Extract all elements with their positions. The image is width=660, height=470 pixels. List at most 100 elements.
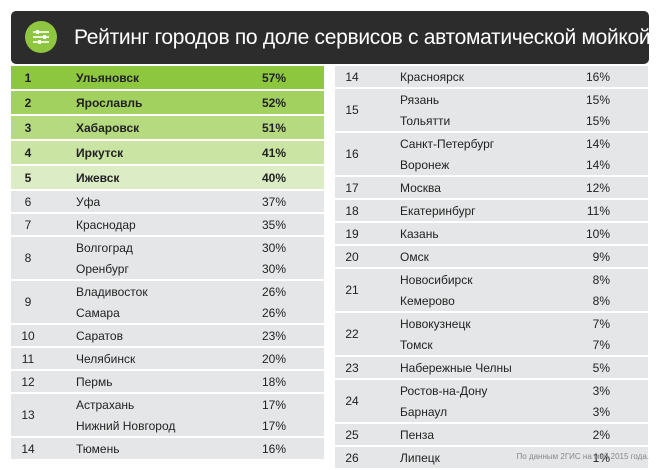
rank-number: 19 — [345, 226, 359, 241]
rank-number: 4 — [24, 145, 32, 160]
city-percent: 14% — [585, 136, 610, 151]
city-percent: 30% — [261, 261, 286, 276]
city-percent: 15% — [585, 113, 610, 128]
city-name: Уфа — [76, 194, 101, 209]
rank-group: 12 Пермь 18% — [11, 371, 324, 392]
rank-number: 20 — [345, 249, 359, 264]
city-name: Набережные Челны — [400, 360, 512, 375]
rank-group: 21 Новосибирск 8% Кемерово 8% — [335, 269, 648, 311]
city-name: Москва — [400, 180, 441, 195]
city-entry: Волгоград 30% — [11, 237, 324, 258]
city-entry: Ярославль 52% — [11, 91, 324, 114]
sliders-icon — [25, 21, 57, 53]
city-percent: 23% — [261, 328, 286, 343]
city-name: Ярославль — [76, 95, 143, 110]
city-percent: 18% — [261, 374, 286, 389]
city-percent: 51% — [261, 120, 286, 135]
city-name: Волгоград — [76, 240, 133, 255]
city-name: Саратов — [76, 328, 123, 343]
rank-number: 18 — [345, 203, 359, 218]
rank-group: 22 Новокузнецк 7% Томск 7% — [335, 313, 648, 355]
city-percent: 57% — [261, 70, 286, 85]
city-percent: 9% — [592, 249, 610, 264]
city-entry: Тюмень 16% — [11, 438, 324, 459]
city-entry: Москва 12% — [335, 177, 648, 198]
city-percent: 8% — [592, 293, 610, 308]
city-name: Новокузнецк — [400, 316, 471, 331]
city-name: Барнаул — [400, 404, 448, 419]
city-name: Ульяновск — [76, 70, 140, 85]
city-entry: Воронеж 14% — [335, 154, 648, 175]
city-entry: Ульяновск 57% — [11, 66, 324, 89]
city-percent: 16% — [585, 69, 610, 84]
city-entry: Саратов 23% — [11, 325, 324, 346]
rank-group: 1 Ульяновск 57% — [11, 66, 324, 89]
city-entry: Томск 7% — [335, 334, 648, 355]
city-percent: 7% — [592, 316, 610, 331]
rank-number: 15 — [345, 103, 359, 117]
city-percent: 52% — [261, 95, 286, 110]
city-percent: 17% — [261, 418, 286, 433]
city-percent: 10% — [585, 226, 610, 241]
city-percent: 12% — [585, 180, 610, 195]
city-entry: Новосибирск 8% — [335, 269, 648, 290]
city-percent: 37% — [261, 194, 286, 209]
header-bar: Рейтинг городов по доле сервисов с автом… — [11, 11, 651, 64]
rank-group: 14 Красноярск 16% — [335, 66, 648, 87]
city-percent: 15% — [585, 92, 610, 107]
rank-group: 6 Уфа 37% — [11, 191, 324, 212]
rank-group: 11 Челябинск 20% — [11, 348, 324, 369]
rank-number: 12 — [21, 374, 35, 389]
rank-number: 2 — [24, 95, 32, 110]
city-percent: 8% — [592, 272, 610, 287]
rank-group: 5 Ижевск 40% — [11, 166, 324, 189]
city-entry: Уфа 37% — [11, 191, 324, 212]
rank-number: 9 — [24, 295, 32, 309]
city-percent: 3% — [592, 383, 610, 398]
city-entry: Набережные Челны 5% — [335, 357, 648, 378]
city-name: Омск — [400, 249, 429, 264]
rank-number: 26 — [345, 450, 359, 465]
city-entry: Кемерово 8% — [335, 290, 648, 311]
city-name: Казань — [400, 226, 439, 241]
city-name: Новосибирск — [400, 272, 473, 287]
rank-number: 10 — [21, 328, 35, 343]
city-name: Липецк — [400, 450, 440, 465]
rank-group: 17 Москва 12% — [335, 177, 648, 198]
city-percent: 26% — [261, 305, 286, 320]
city-name: Астрахань — [76, 397, 135, 412]
city-entry: Пермь 18% — [11, 371, 324, 392]
rank-number: 25 — [345, 427, 359, 442]
city-percent: 20% — [261, 351, 286, 366]
rank-group: 2 Ярославль 52% — [11, 91, 324, 114]
city-entry: Хабаровск 51% — [11, 116, 324, 139]
city-entry: Владивосток 26% — [11, 281, 324, 302]
city-percent: 26% — [261, 284, 286, 299]
city-entry: Пенза 2% — [335, 424, 648, 445]
city-entry: Екатеринбург 11% — [335, 200, 648, 221]
rank-group: 13 Астрахань 17% Нижний Новгород 17% — [11, 394, 324, 436]
city-percent: 16% — [261, 441, 286, 456]
rank-number: 3 — [24, 120, 32, 135]
rank-group: 24 Ростов-на-Дону 3% Барнаул 3% — [335, 380, 648, 422]
city-entry: Иркутск 41% — [11, 141, 324, 164]
ranking-column-right: 14 Красноярск 16% 15 Рязань 15% Тольятти 15% 16 С… — [335, 66, 648, 470]
city-name: Нижний Новгород — [76, 418, 176, 433]
city-percent: 3% — [592, 404, 610, 419]
city-entry: Ростов-на-Дону 3% — [335, 380, 648, 401]
city-name: Красноярск — [400, 69, 465, 84]
city-entry: Краснодар 35% — [11, 214, 324, 235]
rank-group: 23 Набережные Челны 5% — [335, 357, 648, 378]
rank-group: 20 Омск 9% — [335, 246, 648, 267]
rank-number: 13 — [21, 408, 35, 422]
rank-number: 23 — [345, 360, 359, 375]
city-entry: Липецк 1% — [335, 447, 648, 468]
city-name: Ижевск — [76, 170, 120, 185]
rank-number: 7 — [24, 217, 32, 232]
rank-group: 18 Екатеринбург 11% — [335, 200, 648, 221]
city-name: Хабаровск — [76, 120, 140, 135]
rank-group: 8 Волгоград 30% Оренбург 30% — [11, 237, 324, 279]
city-entry: Новокузнецк 7% — [335, 313, 648, 334]
city-percent: 41% — [261, 145, 286, 160]
city-percent: 40% — [261, 170, 286, 185]
